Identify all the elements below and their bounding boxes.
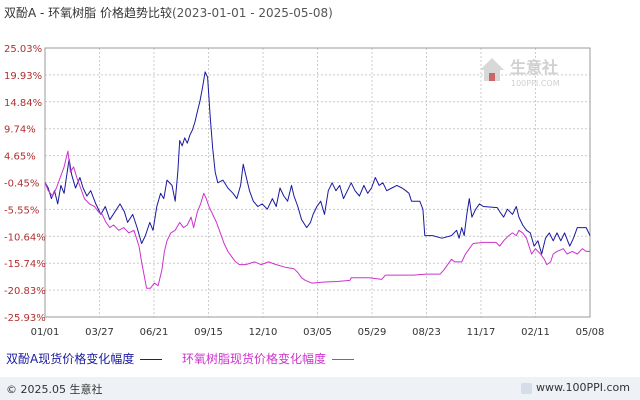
site-icon <box>521 382 533 394</box>
x-axis-tick-labels: 01/01 03/27 06/21 09/15 12/10 03/05 05/29 08/23… <box>31 327 605 338</box>
series-line-bisphenol-a <box>44 71 591 255</box>
legend-item-epoxy-resin: 环氧树脂现货价格变化幅度 <box>182 350 355 367</box>
legend-swatch-bisphenol-a <box>140 359 163 360</box>
house-logo-icon <box>480 58 504 81</box>
x-tick-label: 03/05 <box>303 327 332 338</box>
x-tick-label: 08/23 <box>412 327 441 338</box>
y-tick-label: -25.93% <box>4 313 46 324</box>
x-tick-label: 06/21 <box>140 327 169 338</box>
x-tick-label: 01/01 <box>31 327 60 338</box>
x-tick-label: 03/27 <box>85 327 114 338</box>
y-tick-label: 4.65% <box>4 152 36 163</box>
legend-label-epoxy-resin: 环氧树脂现货价格变化幅度 <box>182 352 327 366</box>
y-tick-label: 9.74% <box>4 125 36 136</box>
y-tick-label: -10.64% <box>4 232 46 243</box>
y-tick-label: 25.03% <box>4 44 42 55</box>
watermark-brand: 生意社 <box>510 58 558 77</box>
y-tick-label: 14.84% <box>4 98 42 109</box>
x-tick-label: 11/17 <box>467 327 496 338</box>
chart-title: 双酚A - 环氧树脂 价格趋势比较(2023-01-01 - 2025-05-0… <box>4 4 333 21</box>
x-tick-label: 05/29 <box>358 327 387 338</box>
watermark-url: 100PPI.COM <box>511 79 560 88</box>
y-tick-label: -5.55% <box>4 205 39 216</box>
series-line-epoxy-resin <box>44 150 590 289</box>
price-trend-chart: 生意社 100PPI.COM 25.03% 19.93% 14.84% 9.74% 4.… <box>4 44 605 338</box>
series-lines <box>44 71 591 289</box>
x-tick-label: 12/10 <box>249 327 278 338</box>
y-axis-tick-labels: 25.03% 19.93% 14.84% 9.74% 4.65% -0.45% -5.55%… <box>4 44 46 324</box>
footer-copyright-text: © 2025.05 生意社 <box>6 383 103 396</box>
footer-site-link[interactable]: www.100PPI.com <box>521 381 630 394</box>
legend-swatch-epoxy-resin <box>332 359 355 360</box>
x-tick-label: 09/15 <box>194 327 223 338</box>
x-tick-label: 02/11 <box>521 327 550 338</box>
footer-bar: © 2025.05 生意社 www.100PPI.com <box>0 377 640 400</box>
y-tick-label: -15.74% <box>4 259 46 270</box>
x-tick-label: 05/08 <box>576 327 605 338</box>
y-tick-label: 19.93% <box>4 71 42 82</box>
footer-copyright: © 2025.05 生意社 <box>6 381 102 397</box>
y-tick-label: -0.45% <box>4 179 39 190</box>
watermark: 生意社 100PPI.COM <box>480 58 560 88</box>
footer-site-text: www.100PPI.com <box>536 381 630 394</box>
chart-date-range: (2023-01-01 - 2025-05-08) <box>171 6 333 20</box>
legend-label-bisphenol-a: 双酚A现货价格变化幅度 <box>6 352 135 366</box>
legend-item-bisphenol-a: 双酚A现货价格变化幅度 <box>6 350 163 367</box>
chart-title-text: 双酚A - 环氧树脂 价格趋势比较 <box>4 6 172 20</box>
y-tick-label: -20.83% <box>4 286 46 297</box>
legend: 双酚A现货价格变化幅度 环氧树脂现货价格变化幅度 <box>6 350 370 367</box>
grid-lines <box>44 47 591 318</box>
